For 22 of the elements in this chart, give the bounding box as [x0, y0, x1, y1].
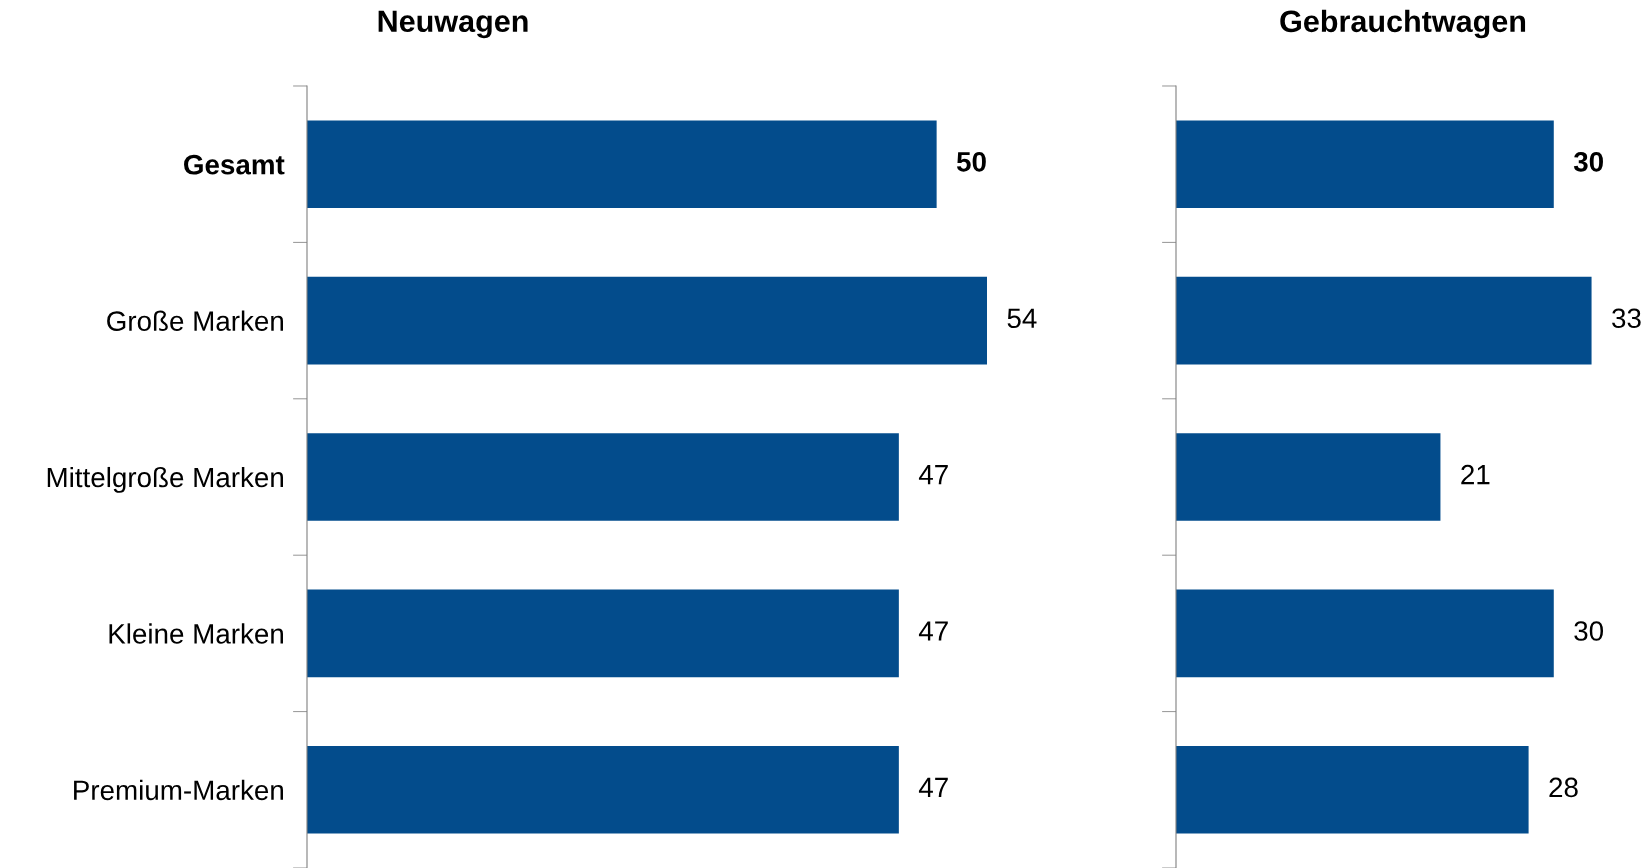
bar: [1176, 589, 1554, 678]
chart-title: Neuwagen: [378, 10, 528, 39]
data-label: 28: [1549, 777, 1578, 798]
data-label: 47: [918, 777, 948, 797]
y-tick-label: Gesamt: [184, 154, 285, 175]
y-tick-label: Mittelgroße Marken: [47, 466, 283, 493]
y-tick-label: Premium-Marken: [74, 779, 283, 801]
data-label: 21: [1461, 464, 1490, 485]
y-tick-label: Kleine Marken: [109, 623, 283, 644]
data-label: 54: [1007, 308, 1037, 329]
bar: [1176, 746, 1529, 834]
data-label: 33: [1612, 308, 1641, 329]
data-label: 47: [918, 621, 948, 641]
bar: [1176, 120, 1554, 208]
y-tick-label: Große Marken: [107, 310, 283, 331]
chart-title: Gebrauchtwagen: [1280, 9, 1526, 39]
bar: [1176, 276, 1592, 365]
data-label: 47: [918, 465, 948, 485]
data-label: 30: [1574, 621, 1604, 641]
data-label: 50: [956, 151, 986, 172]
data-label: 30: [1573, 151, 1603, 172]
bar: [1176, 433, 1441, 521]
